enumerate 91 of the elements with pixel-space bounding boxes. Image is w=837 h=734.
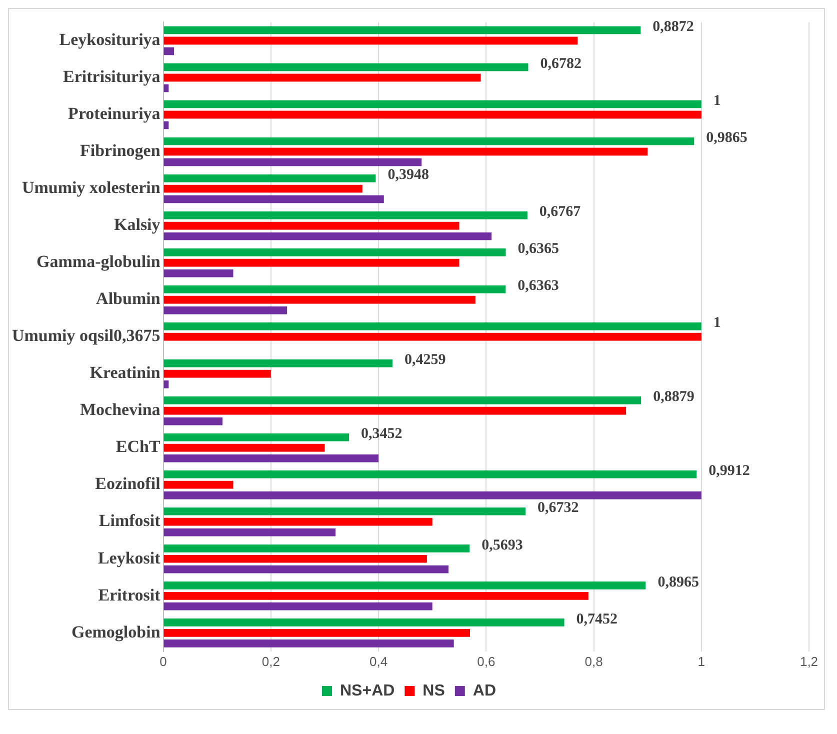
bar — [164, 359, 392, 368]
y-tick-label: Kalsiy — [114, 215, 161, 234]
data-label: 0,3948 — [388, 167, 429, 184]
bar — [164, 507, 526, 516]
bar — [164, 454, 379, 462]
bar — [164, 433, 350, 442]
y-tick-label: Eozinofil — [95, 474, 161, 494]
y-tick-label: Kreatinin — [90, 363, 161, 382]
bar — [164, 370, 271, 378]
y-tick-label: Albumin — [96, 289, 161, 308]
bar — [164, 322, 702, 330]
bar — [164, 248, 506, 256]
bar — [164, 554, 427, 563]
data-label: 0,4259 — [404, 352, 446, 368]
bar — [164, 528, 336, 536]
data-label: 0,8965 — [658, 574, 699, 590]
y-tick-label: Gamma-globulin — [36, 252, 161, 272]
x-tick-label: 0 — [160, 654, 167, 669]
bar — [164, 639, 454, 648]
bar — [164, 100, 702, 108]
y-tick-label: Fibrinogen — [80, 141, 161, 160]
bar — [164, 184, 362, 193]
bar — [164, 74, 481, 82]
x-tick-label: 1 — [698, 654, 705, 669]
data-label: 0,6365 — [518, 241, 560, 258]
data-label: 0,6782 — [540, 56, 582, 72]
x-tick-label: 0,2 — [262, 654, 280, 669]
y-tick-label: Limfosit — [98, 511, 161, 530]
data-label: 0,7452 — [576, 611, 618, 628]
bar — [164, 491, 702, 500]
bar — [164, 480, 234, 489]
y-tick-label: Proteinuriya — [68, 104, 161, 124]
bar — [164, 26, 641, 34]
data-label: 0,3452 — [361, 426, 402, 442]
legend-label: NS+AD — [340, 682, 395, 700]
bar — [164, 417, 222, 426]
bar — [164, 63, 528, 72]
y-tick-label: Gemoglobin — [71, 622, 161, 642]
bar — [164, 222, 460, 230]
bar — [164, 396, 642, 404]
x-tick-label: 1,2 — [800, 654, 818, 669]
data-label: 0,9912 — [708, 463, 750, 480]
bar — [164, 158, 422, 166]
bar — [164, 232, 492, 240]
data-label: 0,8879 — [653, 389, 694, 406]
bar — [164, 296, 476, 304]
bar — [164, 258, 460, 267]
y-tick-label: Umumiy xolesterin — [22, 178, 161, 198]
bar — [164, 47, 174, 56]
legend-label: NS — [422, 682, 446, 700]
data-label: 0,5693 — [482, 537, 523, 554]
bar — [164, 518, 432, 526]
y-tick-label: Umumiy oqsil0,3675 — [12, 326, 160, 346]
x-tick-label: 0,8 — [584, 654, 603, 669]
y-tick-label: Leykosituriya — [59, 30, 161, 50]
bar — [164, 110, 702, 119]
bar — [164, 544, 470, 552]
bar — [164, 195, 384, 204]
data-label: 0,9865 — [706, 130, 748, 146]
bar — [164, 269, 234, 278]
data-label: 0,8872 — [652, 19, 694, 36]
bar — [164, 36, 578, 45]
bar — [164, 565, 448, 574]
bar — [164, 581, 646, 590]
data-label: 0,6363 — [518, 278, 559, 294]
bar — [164, 174, 376, 182]
y-tick-label: Eritrosit — [98, 585, 161, 604]
legend-label: AD — [472, 682, 496, 700]
x-tick-label: 0,6 — [477, 654, 496, 669]
data-label: 0,6732 — [538, 500, 579, 516]
x-tick-label: 0,4 — [369, 654, 388, 669]
y-tick-label: Leykosit — [98, 548, 161, 568]
bar — [164, 470, 697, 478]
data-label: 0,6767 — [539, 204, 582, 220]
y-tick-label: Mochevina — [80, 400, 161, 420]
bar — [164, 306, 288, 314]
bar — [164, 618, 564, 626]
bar — [164, 285, 506, 294]
bar — [164, 592, 588, 600]
bar — [164, 332, 702, 341]
y-tick-label: Eritrisituriya — [63, 67, 161, 86]
bar — [164, 628, 470, 637]
bar — [164, 444, 325, 452]
data-label: 1 — [713, 315, 721, 332]
bar — [164, 137, 694, 146]
data-label: 1 — [713, 93, 721, 110]
bar — [164, 406, 626, 415]
bar — [164, 211, 528, 220]
bar — [164, 602, 432, 610]
bar — [164, 148, 648, 156]
y-tick-label: EChT — [116, 437, 161, 456]
